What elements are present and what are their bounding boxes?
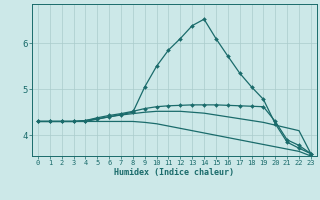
X-axis label: Humidex (Indice chaleur): Humidex (Indice chaleur) (115, 168, 234, 177)
